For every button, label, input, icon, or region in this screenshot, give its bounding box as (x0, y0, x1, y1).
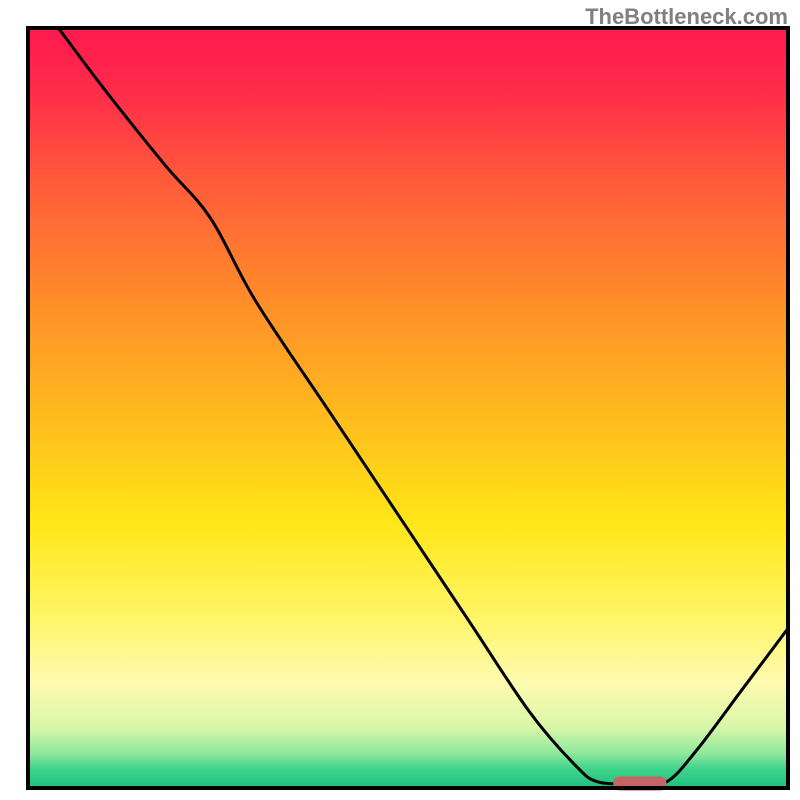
watermark-text: TheBottleneck.com (585, 4, 788, 30)
bottleneck-chart (0, 0, 800, 800)
chart-background (28, 28, 788, 788)
chart-svg (0, 0, 800, 800)
